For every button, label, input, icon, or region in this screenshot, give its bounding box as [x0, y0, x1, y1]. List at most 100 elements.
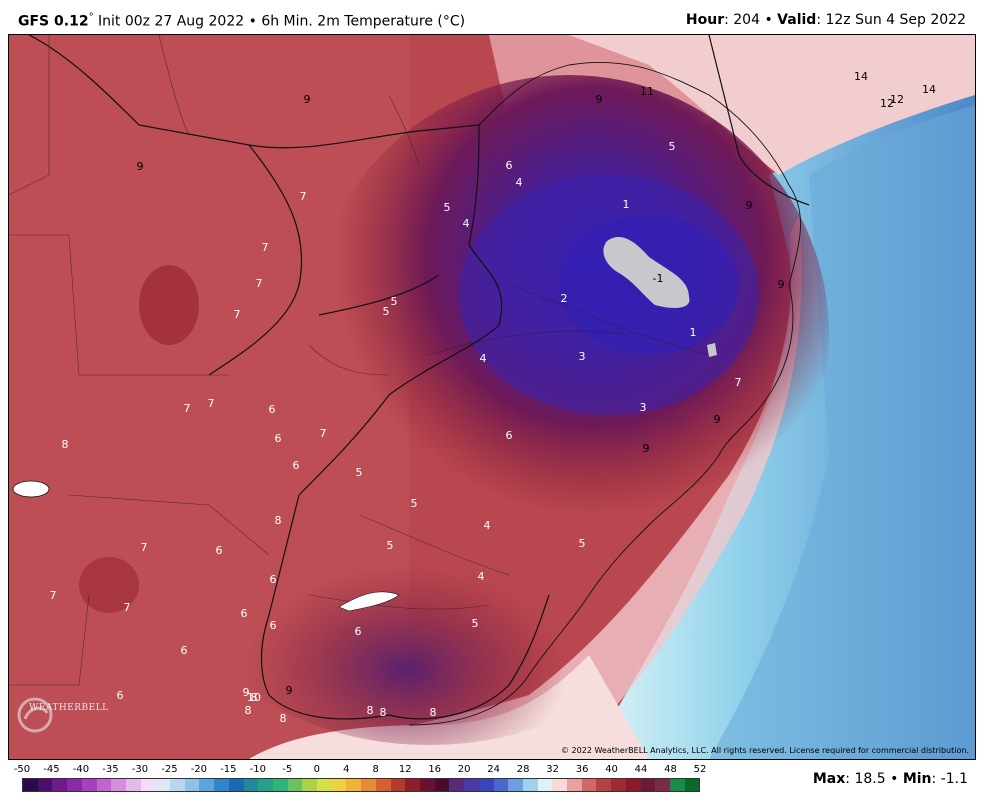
degree-symbol: °	[88, 12, 94, 23]
legend-swatch	[140, 779, 156, 791]
temperature-label: 9	[746, 199, 753, 212]
title-separator: •	[244, 13, 262, 30]
temperature-label: 7	[320, 427, 327, 440]
legend-swatch	[67, 779, 82, 791]
legend-tick: 32	[546, 764, 559, 775]
valid-value: : 12z Sun 4 Sep 2022	[816, 12, 966, 28]
temperature-label: 14	[854, 70, 868, 83]
valid-time: Hour: 204 • Valid: 12z Sun 4 Sep 2022	[686, 12, 966, 28]
legend-swatch	[317, 779, 332, 791]
legend-swatch	[552, 779, 568, 791]
temperature-label: 8	[62, 438, 69, 451]
temperature-label: 9	[304, 93, 311, 106]
legend-swatch	[655, 779, 670, 791]
legend-swatch	[96, 779, 112, 791]
temperature-label: 8	[251, 691, 258, 704]
temperature-label: 6	[181, 644, 188, 657]
legend-tick: -10	[249, 764, 266, 775]
temperature-label: 14	[922, 83, 936, 96]
legend-swatch	[508, 779, 523, 791]
temperature-label: 7	[141, 541, 148, 554]
hour-label: Hour	[685, 12, 725, 28]
legend-tick: 52	[693, 764, 707, 775]
legend-swatch	[449, 779, 465, 791]
temperature-label: 5	[387, 539, 394, 552]
legend-tick: 4	[343, 764, 350, 775]
temperature-label: 8	[245, 704, 252, 717]
temperature-label: 4	[480, 352, 487, 365]
legend-swatch	[170, 779, 185, 791]
temperature-label: 6	[355, 625, 362, 638]
legend-swatch	[214, 779, 229, 791]
valid-separator: •	[760, 12, 778, 28]
temperature-label: 9	[243, 686, 250, 699]
temperature-label: 6	[241, 607, 248, 620]
legend-tick: 24	[487, 764, 501, 775]
min-label: Min	[902, 771, 932, 787]
temperature-label: 9	[286, 684, 293, 697]
hour-value: : 204	[724, 12, 760, 28]
legend-swatch	[287, 779, 303, 791]
stats-separator: •	[885, 771, 903, 787]
temperature-label: 5	[391, 295, 398, 308]
temperature-label: 7	[124, 601, 131, 614]
legend-tick-labels: -50 -45 -40 -35 -30 -25 -20 -15 -10 -5 0 4 8 12 16 20 24…	[14, 764, 707, 778]
legend-swatch	[184, 779, 200, 791]
legend-swatch	[37, 779, 53, 791]
legend-swatch	[272, 779, 288, 791]
temperature-label: 2	[561, 292, 568, 305]
temperature-label: 9	[643, 442, 650, 455]
temperature-label: 1	[623, 198, 630, 211]
temperature-label: 8	[380, 706, 387, 719]
temperature-label: 6	[270, 573, 277, 586]
legend-swatch	[640, 779, 656, 791]
temperature-label: 5	[669, 140, 676, 153]
temperature-label: 6	[506, 159, 513, 172]
legend-swatch	[81, 779, 97, 791]
map-title: GFS 0.12° Init 00z 27 Aug 2022 • 6h Min.…	[18, 12, 465, 30]
legend-swatch	[669, 779, 685, 791]
legend-tick: 48	[664, 764, 677, 775]
temperature-label: 11	[640, 85, 654, 98]
legend-swatch	[346, 779, 362, 791]
logo-text: WEATHERBELL	[29, 703, 109, 713]
temperature-label: 6	[506, 429, 513, 442]
min-value: : -1.1	[931, 771, 968, 787]
legend-tick: 36	[575, 764, 589, 775]
legend-tick: -30	[131, 764, 149, 775]
legend-tick: -5	[282, 764, 293, 775]
weatherbell-swirl-icon	[17, 697, 53, 733]
temperature-label: 9	[596, 93, 603, 106]
legend-swatch	[537, 779, 553, 791]
legend-swatch	[464, 779, 479, 791]
legend-swatch	[331, 779, 347, 791]
legend-swatch	[111, 779, 126, 791]
temperature-label: 8	[280, 712, 287, 725]
temperature-label: 12	[880, 97, 894, 110]
legend-tick: 8	[372, 764, 379, 775]
valid-label: Valid	[777, 12, 817, 28]
temperature-label: 4	[478, 570, 485, 583]
temperature-label: 9	[778, 278, 785, 291]
temperature-label: 7	[262, 241, 269, 254]
temperature-label: 6	[275, 432, 282, 445]
temperature-label: 5	[444, 201, 451, 214]
temperature-label: 1	[690, 326, 697, 339]
legend-swatch	[684, 779, 700, 791]
temperature-label: 7	[184, 402, 191, 415]
max-value: : 18.5	[845, 771, 886, 787]
temperature-label: 5	[579, 537, 586, 550]
temperature-label: 4	[463, 217, 470, 230]
temperature-label: 7	[256, 277, 263, 290]
temperature-label: 10	[247, 691, 261, 704]
legend-tick: -15	[220, 764, 237, 775]
temperature-label: 3	[640, 401, 647, 414]
legend-swatch	[228, 779, 244, 791]
temperature-label: 7	[735, 376, 742, 389]
temperature-label: 7	[208, 397, 215, 410]
temperature-label: 6	[269, 403, 276, 416]
color-legend	[22, 778, 700, 792]
legend-swatch	[625, 779, 641, 791]
temperature-label: 4	[516, 176, 523, 189]
